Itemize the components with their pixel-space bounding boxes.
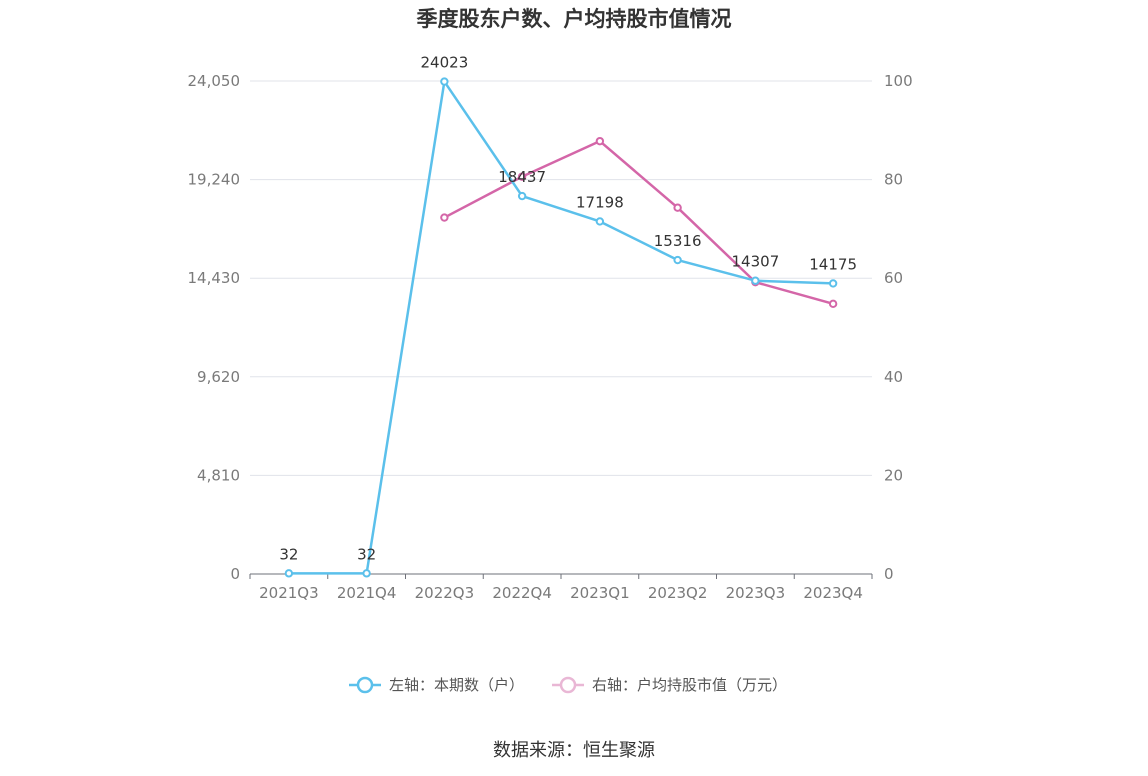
y-right-tick-label: 40 [884, 368, 903, 386]
data-point-right[interactable] [595, 136, 605, 146]
data-label: 17198 [576, 193, 624, 211]
x-tick-label: 2023Q2 [648, 584, 708, 602]
data-point-left[interactable] [284, 569, 294, 578]
grid [250, 80, 872, 476]
y-left-tick-label: 9,620 [197, 368, 240, 386]
data-point-left[interactable] [440, 77, 449, 86]
data-label: 32 [357, 545, 376, 563]
data-point-right[interactable] [440, 213, 449, 222]
y-left-tick-label: 4,810 [197, 466, 240, 484]
data-label: 15316 [654, 232, 702, 250]
data-point-left[interactable] [595, 217, 605, 226]
data-point-left[interactable] [673, 255, 682, 265]
y-right-tick-label: 20 [884, 466, 903, 484]
x-tick-label: 2021Q4 [337, 584, 397, 602]
data-source: 数据来源：恒生聚源 [493, 740, 655, 761]
data-label: 18437 [498, 168, 546, 186]
data-point-left[interactable] [828, 279, 838, 288]
y-left-tick-label: 14,430 [188, 269, 241, 287]
x-tick-label: 2023Q1 [570, 584, 630, 602]
y-left-tick-label: 19,240 [188, 171, 241, 189]
data-point-right[interactable] [517, 172, 527, 181]
series-line-right [443, 139, 834, 306]
legend-label: 左轴：本期数（户） [389, 676, 524, 694]
data-point-right[interactable] [673, 203, 682, 212]
x-tick-label: 2022Q3 [415, 584, 475, 602]
data-labels: 32 32 24023 18437 17198 15316 14307 14175 [279, 54, 857, 564]
y-left-tick-label: 24,050 [188, 72, 241, 90]
legend-item-left[interactable]: 左轴：本期数（户） [349, 676, 524, 694]
chart-title: 季度股东户数、户均持股市值情况 [417, 7, 732, 31]
data-point-right[interactable] [828, 299, 838, 309]
data-point-left[interactable] [751, 276, 760, 285]
legend-item-right[interactable]: 右轴：户均持股市值（万元） [552, 676, 787, 694]
x-tick-label: 2023Q3 [726, 584, 786, 602]
y-right-tick-label: 80 [884, 171, 903, 189]
legend-marker [559, 676, 577, 694]
y-right-tick-label: 0 [884, 565, 894, 583]
legend-marker [356, 676, 374, 694]
y-right-tick-label: 100 [884, 72, 913, 90]
data-point-left[interactable] [517, 191, 527, 201]
legend: 左轴：本期数（户） 右轴：户均持股市值（万元） [349, 676, 787, 694]
x-tick-label: 2023Q4 [803, 584, 863, 602]
y-axis-right: 0 20 40 60 80 100 [884, 72, 913, 583]
data-label: 14175 [809, 255, 857, 273]
x-tick-label: 2022Q4 [492, 584, 552, 602]
y-left-tick-label: 0 [230, 565, 240, 583]
data-label: 32 [279, 545, 298, 563]
data-point-left[interactable] [362, 569, 371, 578]
series-line-left [288, 80, 834, 575]
data-label: 14307 [732, 253, 780, 271]
x-axis: 2021Q3 2021Q4 2022Q3 2022Q4 2023Q1 2023Q2 2023… [249, 573, 873, 602]
x-tick-label: 2021Q3 [259, 584, 319, 602]
legend-label: 右轴：户均持股市值（万元） [592, 676, 787, 694]
y-right-tick-label: 60 [884, 269, 903, 287]
data-label: 24023 [421, 54, 469, 72]
y-axis-left: 0 4,810 9,620 14,430 19,240 24,050 [188, 72, 241, 583]
series-layer [284, 77, 838, 578]
